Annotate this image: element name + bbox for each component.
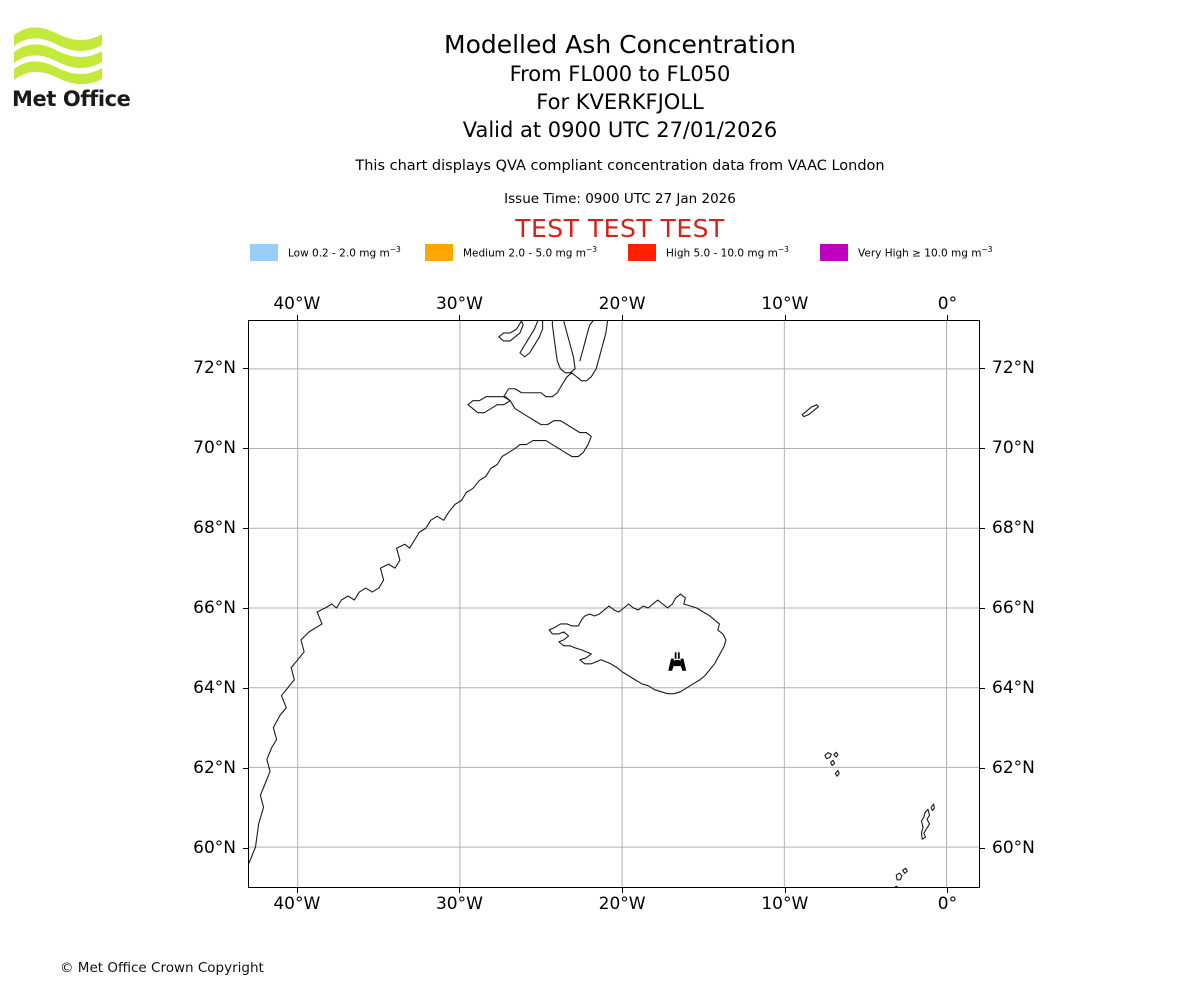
lat-tick-right [980, 608, 985, 609]
lon-tick-label-top: 0° [937, 294, 958, 314]
lat-tick-label-right: 66°N [992, 598, 1035, 618]
lat-tick-left [243, 768, 248, 769]
map-plot-area[interactable] [248, 320, 980, 888]
lon-tick-bottom [622, 888, 624, 893]
lat-tick-right [980, 528, 985, 529]
lat-tick-right [980, 368, 985, 369]
volcano-name: For KVERKFJOLL [536, 90, 704, 114]
lat-tick-label-left: 66°N [193, 598, 236, 618]
lat-tick-right [980, 688, 985, 689]
lat-tick-left [243, 528, 248, 529]
coastline-path [830, 759, 836, 766]
coastline-path [249, 321, 609, 864]
lat-tick-label-left: 68°N [193, 518, 236, 538]
lat-tick-label-right: 68°N [992, 518, 1035, 538]
lat-tick-label-left: 60°N [193, 838, 236, 858]
legend-very-high: Very High ≥ 10.0 mg m−3 [820, 240, 993, 264]
lon-tick-bottom [459, 888, 461, 893]
coastline-path [834, 770, 840, 777]
volcano-marker-icon [668, 652, 687, 671]
lon-tick-top [947, 315, 949, 320]
volcano-glyph [668, 652, 687, 671]
lon-tick-label-bottom: 30°W [435, 894, 483, 914]
lat-tick-label-left: 62°N [193, 758, 236, 778]
volcano-crater-shape [668, 658, 687, 671]
lon-tick-label-top: 10°W [761, 294, 809, 314]
valid-time: Valid at 0900 UTC 27/01/2026 [462, 118, 778, 142]
lon-tick-label-bottom: 0° [937, 894, 958, 914]
legend-high-swatch [628, 243, 656, 261]
coastline-path [894, 885, 898, 887]
lat-tick-label-right: 62°N [992, 758, 1035, 778]
legend-medium: Medium 2.0 - 5.0 mg m−3 [425, 240, 597, 264]
lat-tick-right [980, 448, 985, 449]
legend-low-swatch [250, 243, 278, 261]
met-office-logo: Met Office [10, 25, 131, 115]
legend-low-label: Low 0.2 - 2.0 mg m−3 [288, 244, 401, 260]
lat-tick-right [980, 848, 985, 849]
coastline-path [519, 321, 544, 358]
coastlines [249, 321, 935, 887]
lon-tick-bottom [947, 888, 949, 893]
logo-wordmark: Met Office [12, 87, 131, 111]
coastline-path [833, 751, 839, 758]
lon-tick-label-bottom: 40°W [273, 894, 321, 914]
legend-medium-label: Medium 2.0 - 5.0 mg m−3 [463, 244, 598, 260]
lat-tick-label-right: 70°N [992, 438, 1035, 458]
lon-tick-bottom [784, 888, 786, 893]
coastline-path [548, 593, 727, 695]
lon-tick-top [459, 315, 461, 320]
legend-medium-swatch [425, 243, 453, 261]
legend-high: High 5.0 - 10.0 mg m−3 [628, 240, 789, 264]
coastline-path [801, 404, 819, 418]
lat-tick-label-left: 72°N [193, 358, 236, 378]
map-canvas [249, 321, 979, 887]
lat-tick-left [243, 368, 248, 369]
legend-low: Low 0.2 - 2.0 mg m−3 [250, 240, 401, 264]
coastline-path [920, 808, 931, 840]
qva-note: This chart displays QVA compliant concen… [355, 158, 885, 174]
lon-tick-top [784, 315, 786, 320]
lat-tick-left [243, 608, 248, 609]
coastline-path [579, 321, 594, 362]
chart-title: Modelled Ash Concentration [444, 30, 796, 59]
lon-tick-label-top: 40°W [273, 294, 321, 314]
coastline-path [467, 396, 511, 414]
met-office-wave-icon [14, 27, 102, 85]
coastline-path [551, 321, 576, 374]
issue-time: Issue Time: 0900 UTC 27 Jan 2026 [504, 191, 736, 207]
coastline-path [824, 752, 832, 760]
lat-tick-left [243, 688, 248, 689]
legend-very-high-swatch [820, 243, 848, 261]
lat-tick-label-right: 72°N [992, 358, 1035, 378]
lat-tick-left [243, 848, 248, 849]
lat-tick-label-left: 64°N [193, 678, 236, 698]
copyright-notice: © Met Office Crown Copyright [60, 960, 264, 976]
coastline-path [902, 867, 908, 874]
coastline-path [498, 321, 524, 342]
legend-very-high-label: Very High ≥ 10.0 mg m−3 [858, 244, 993, 260]
lon-tick-label-top: 20°W [598, 294, 646, 314]
map-gridlines [249, 321, 979, 887]
lat-tick-label-left: 70°N [193, 438, 236, 458]
test-banner: TEST TEST TEST [515, 214, 725, 243]
lon-tick-top [622, 315, 624, 320]
lon-tick-label-bottom: 20°W [598, 894, 646, 914]
lat-tick-right [980, 768, 985, 769]
concentration-legend: Low 0.2 - 2.0 mg m−3 Medium 2.0 - 5.0 mg … [248, 240, 993, 264]
coastline-path [930, 803, 935, 812]
lon-tick-label-bottom: 10°W [761, 894, 809, 914]
legend-high-label: High 5.0 - 10.0 mg m−3 [666, 244, 789, 260]
flight-level-range: From FL000 to FL050 [509, 62, 731, 86]
lat-tick-label-right: 64°N [992, 678, 1035, 698]
coastline-path [895, 872, 903, 881]
lon-tick-top [296, 315, 298, 320]
lat-tick-label-right: 60°N [992, 838, 1035, 858]
lon-tick-label-top: 30°W [435, 294, 483, 314]
lon-tick-bottom [296, 888, 298, 893]
lat-tick-left [243, 448, 248, 449]
